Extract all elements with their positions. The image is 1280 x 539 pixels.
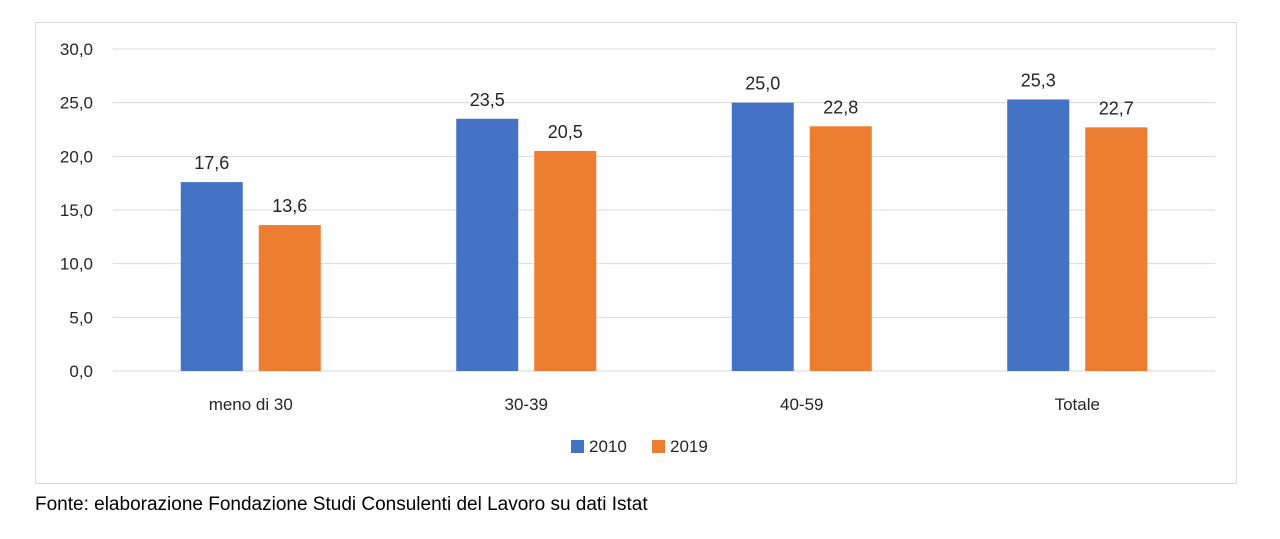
bar-2019: [1085, 127, 1147, 371]
legend-swatch: [571, 440, 584, 453]
bar-2019: [534, 151, 596, 371]
bar-2010: [181, 182, 243, 371]
data-label: 22,7: [1099, 98, 1134, 118]
bar-chart: 0,0 5,0 10,0 15,0 20,0 25,0 30,0 17,6 13,6 meno d…: [0, 0, 1280, 490]
data-label: 13,6: [272, 196, 307, 216]
y-tick-label: 30,0: [60, 40, 93, 59]
data-label: 23,5: [470, 90, 505, 110]
data-label: 25,0: [745, 74, 780, 94]
y-tick-label: 15,0: [60, 201, 93, 220]
bar-2019: [810, 126, 872, 371]
legend-label: 2010: [589, 437, 627, 456]
x-tick-label: Totale: [1055, 395, 1100, 414]
bar-2010: [456, 119, 518, 371]
bar-2019: [259, 225, 321, 371]
y-tick-label: 0,0: [69, 362, 93, 381]
y-tick-label: 5,0: [69, 308, 93, 327]
x-tick-label: meno di 30: [209, 395, 293, 414]
y-tick-label: 20,0: [60, 147, 93, 166]
legend-swatch: [652, 440, 665, 453]
data-label: 20,5: [548, 122, 583, 142]
y-tick-label: 10,0: [60, 255, 93, 274]
x-tick-label: 40-59: [780, 395, 823, 414]
data-label: 17,6: [194, 153, 229, 173]
data-label: 25,3: [1021, 70, 1056, 90]
y-tick-label: 25,0: [60, 94, 93, 113]
x-tick-label: 30-39: [505, 395, 548, 414]
data-label: 22,8: [823, 97, 858, 117]
legend-label: 2019: [670, 437, 708, 456]
source-note: Fonte: elaborazione Fondazione Studi Con…: [35, 494, 648, 516]
bar-2010: [1007, 99, 1069, 371]
bar-2010: [732, 103, 794, 371]
